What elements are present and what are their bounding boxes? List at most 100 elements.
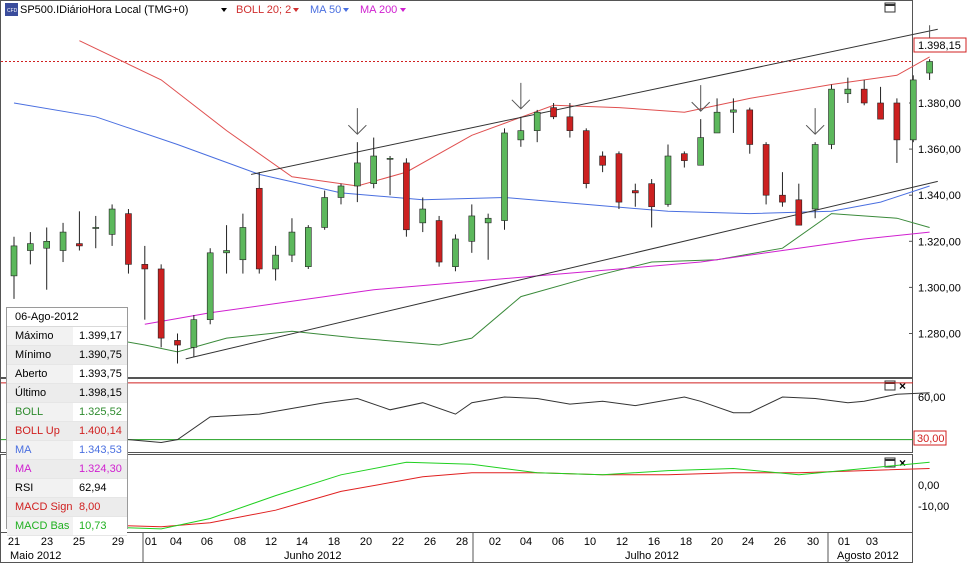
candle-body — [484, 217, 492, 224]
candle-body — [190, 319, 198, 348]
x-day-label: 29 — [112, 536, 124, 548]
info-label: Aberto — [7, 365, 73, 383]
candle-body — [860, 88, 868, 104]
y-tick-label: 1.340,00 — [918, 190, 961, 202]
trendline — [250, 28, 938, 175]
close-icon[interactable]: × — [899, 379, 906, 393]
chevron-down-icon[interactable] — [400, 8, 406, 12]
candle-body — [877, 102, 884, 120]
x-day-label: 06 — [552, 536, 564, 548]
x-day-label: 08 — [234, 536, 246, 548]
indicator-ma200-label[interactable]: MA 200 — [360, 4, 397, 16]
x-day-label: 21 — [8, 536, 20, 548]
candle-body — [255, 187, 263, 270]
down-arrow-icon — [805, 108, 825, 135]
x-day-label: 04 — [520, 536, 532, 548]
info-row: BOLL Down1.325,52 — [7, 403, 127, 436]
close-icon[interactable]: × — [899, 456, 906, 470]
y-tick-label: 1.320,00 — [918, 236, 961, 248]
trendline — [185, 180, 938, 360]
candle-body — [27, 243, 34, 251]
candle-body — [533, 111, 541, 131]
maximize-icon[interactable] — [884, 380, 896, 391]
candle-body — [288, 231, 296, 256]
candle-body — [681, 153, 688, 161]
x-day-label: 18 — [328, 536, 340, 548]
info-row: Aberto 1.393,75 — [7, 365, 127, 384]
candle-body — [157, 268, 165, 339]
candle-body — [795, 199, 803, 226]
info-label: RSI — [7, 479, 73, 497]
x-month-label: Maio 2012 — [10, 550, 61, 562]
chevron-down-icon[interactable] — [293, 8, 299, 12]
candle-body — [403, 162, 410, 231]
info-row: MA 1.343,53 — [7, 441, 127, 460]
time-axis — [0, 532, 913, 563]
indicator-boll-label[interactable]: BOLL 20; 2 — [236, 4, 291, 16]
candle-body — [615, 153, 623, 203]
x-day-label: 06 — [201, 536, 213, 548]
instrument-name[interactable]: SP500.I — [20, 4, 59, 16]
ohlc-info-panel: 06-Ago-2012 Máximo 1.399,17 Mínimo 1.390,75… — [6, 307, 128, 536]
x-day-label: 01 — [145, 536, 157, 548]
info-value: 1.398,15 — [73, 384, 127, 402]
x-day-label: 16 — [648, 536, 660, 548]
candle-body — [108, 208, 116, 235]
info-value: 8,00 — [73, 498, 127, 516]
indicator-ma50-label[interactable]: MA 50 — [310, 4, 341, 16]
info-row: BOLL Up 1.400,14 — [7, 422, 127, 441]
info-label: Último — [7, 384, 73, 402]
candle-body — [582, 130, 590, 184]
candle-body — [141, 264, 149, 270]
candle-body — [631, 190, 639, 194]
y-tick-label: -10,00 — [918, 501, 949, 513]
chevron-down-icon[interactable] — [343, 8, 349, 12]
candle-body — [909, 79, 917, 141]
down-arrow-icon — [511, 82, 531, 110]
candle-body — [730, 109, 737, 113]
x-day-label: 02 — [489, 536, 501, 548]
candle-body — [452, 238, 459, 267]
timeframe-label[interactable]: Diário — [59, 4, 88, 16]
price-layer: 1.280,00 1.300,00 1.320,00 1.340,00 1.360,00… — [1, 25, 961, 364]
x-month-label: Agosto 2012 — [837, 550, 899, 562]
x-day-label: 12 — [616, 536, 628, 548]
info-row: RSI 62,94 — [7, 479, 127, 498]
info-value: 1.343,53 — [73, 441, 127, 459]
axis-layer: 21 23 25 29 01 04 06 08 12 14 18 20 22 26 28 02 04 06 10 12… — [8, 533, 899, 562]
y-tick-label: 1.300,00 — [918, 282, 961, 294]
rsi-layer: 60,00 — [1, 382, 946, 444]
instrument-icon-label: CFD — [7, 8, 18, 14]
candle-body — [59, 231, 67, 251]
candle-body — [762, 144, 770, 196]
candle-body — [239, 227, 247, 261]
candle-body — [779, 194, 786, 203]
candle-body — [828, 88, 835, 145]
candle-body — [386, 158, 394, 160]
x-day-label: 24 — [742, 536, 754, 548]
info-label: MACD Bas — [7, 517, 73, 535]
candle-body — [746, 109, 754, 145]
candle-body — [223, 250, 230, 254]
x-day-label: 04 — [170, 536, 182, 548]
x-day-label: 14 — [296, 536, 308, 548]
info-value: 1.400,14 — [73, 422, 127, 440]
candle-body — [926, 61, 933, 74]
candle-body — [43, 240, 51, 249]
maximize-icon[interactable] — [884, 2, 896, 13]
down-arrow-icon — [347, 108, 367, 135]
info-label: MACD Sign — [7, 498, 73, 516]
info-value: 10,73 — [73, 517, 127, 535]
info-label: BOLL Up — [7, 422, 73, 440]
x-month-label: Junho 2012 — [284, 550, 342, 562]
candle-body — [811, 144, 819, 210]
x-day-label: 26 — [424, 536, 436, 548]
x-day-label: 30 — [807, 536, 819, 548]
info-row: Mínimo 1.390,75 — [7, 346, 127, 365]
x-day-label: 20 — [711, 536, 723, 548]
chevron-down-icon[interactable] — [221, 8, 227, 12]
info-label: Mínimo — [7, 346, 73, 364]
candle-body — [501, 132, 508, 221]
x-day-label: 18 — [680, 536, 692, 548]
maximize-icon[interactable] — [884, 457, 896, 468]
